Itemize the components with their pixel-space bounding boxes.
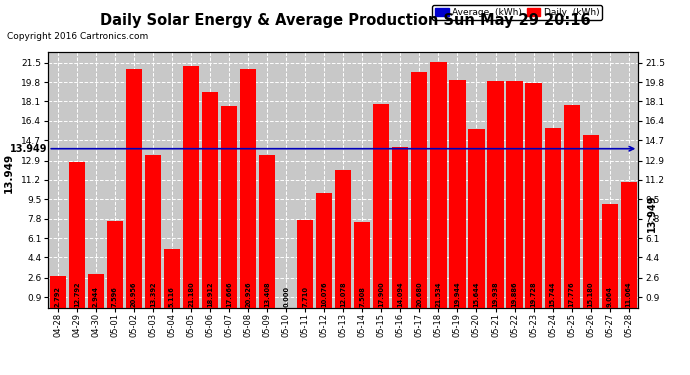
Text: 20.956: 20.956 [131, 281, 137, 307]
Bar [183, 66, 199, 308]
Bar [50, 276, 66, 308]
Text: 19.938: 19.938 [493, 281, 498, 307]
Bar [393, 147, 408, 308]
Bar [69, 162, 85, 308]
Text: 19.944: 19.944 [455, 281, 460, 307]
Text: 7.710: 7.710 [302, 286, 308, 307]
Text: 13.408: 13.408 [264, 281, 270, 307]
Text: 9.064: 9.064 [607, 286, 613, 307]
Bar [620, 182, 637, 308]
Bar [469, 129, 484, 308]
Bar [487, 81, 504, 308]
Text: Copyright 2016 Cartronics.com: Copyright 2016 Cartronics.com [7, 32, 148, 41]
Text: 15.180: 15.180 [588, 281, 593, 307]
Bar [259, 155, 275, 308]
Text: 18.912: 18.912 [207, 281, 213, 307]
Bar [526, 83, 542, 308]
Text: 7.508: 7.508 [359, 286, 365, 307]
Text: 12.792: 12.792 [74, 281, 80, 307]
Text: 10.076: 10.076 [322, 281, 327, 307]
Legend: Average  (kWh), Daily  (kWh): Average (kWh), Daily (kWh) [433, 6, 602, 20]
Text: 11.064: 11.064 [626, 281, 632, 307]
Bar [602, 204, 618, 308]
Text: 7.596: 7.596 [112, 286, 118, 307]
Bar [335, 170, 351, 308]
Bar [431, 62, 446, 308]
Text: 0.000: 0.000 [283, 286, 289, 307]
Bar [88, 274, 104, 308]
Text: 21.534: 21.534 [435, 281, 442, 307]
Text: 13.392: 13.392 [150, 281, 156, 307]
Bar [449, 81, 466, 308]
Bar [411, 72, 428, 308]
Bar [316, 193, 333, 308]
Text: 5.116: 5.116 [169, 286, 175, 307]
Bar [354, 222, 371, 308]
Bar [126, 69, 142, 308]
Text: 15.744: 15.744 [550, 281, 555, 307]
Text: 14.094: 14.094 [397, 281, 404, 307]
Bar [506, 81, 522, 308]
Text: 13.949: 13.949 [10, 144, 48, 154]
Bar [221, 106, 237, 308]
Text: 13.949: 13.949 [647, 195, 657, 232]
Bar [544, 128, 561, 308]
Text: Daily Solar Energy & Average Production Sun May 29 20:16: Daily Solar Energy & Average Production … [99, 13, 591, 28]
Text: 21.180: 21.180 [188, 281, 194, 307]
Bar [297, 220, 313, 308]
Text: 17.666: 17.666 [226, 281, 232, 307]
Bar [202, 92, 218, 308]
Bar [107, 221, 123, 308]
Text: 19.886: 19.886 [511, 281, 518, 307]
Bar [164, 249, 180, 308]
Text: 15.644: 15.644 [473, 281, 480, 307]
Bar [564, 105, 580, 308]
Bar [373, 104, 389, 308]
Bar [240, 69, 256, 308]
Text: 2.792: 2.792 [55, 286, 61, 307]
Bar [145, 155, 161, 308]
Text: 13.949: 13.949 [3, 152, 13, 193]
Text: 19.728: 19.728 [531, 281, 537, 307]
Bar [582, 135, 599, 308]
Text: 17.900: 17.900 [378, 281, 384, 307]
Text: 20.926: 20.926 [245, 281, 251, 307]
Text: 20.680: 20.680 [416, 281, 422, 307]
Text: 12.078: 12.078 [340, 281, 346, 307]
Text: 17.776: 17.776 [569, 281, 575, 307]
Text: 2.944: 2.944 [93, 286, 99, 307]
